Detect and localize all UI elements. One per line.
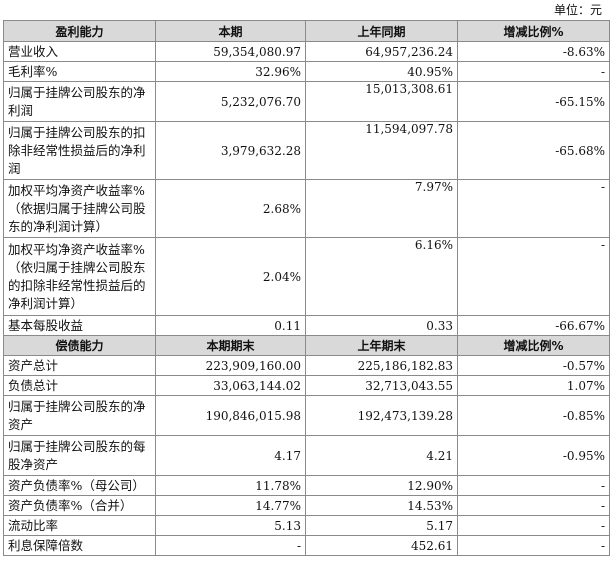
financial-indicators-table: 盈利能力 本期 上年同期 增减比例% 营业收入 59,354,080.97 64… (3, 20, 610, 556)
row-label: 归属于挂牌公司股东的净利润 (3, 81, 156, 122)
prior-value: 0.33 (305, 315, 458, 336)
unit-label: 单位：元 (553, 3, 602, 17)
prior-value: 40.95% (305, 61, 458, 82)
header-change-pct: 增减比例% (457, 335, 610, 356)
profitability-header-row: 盈利能力 本期 上年同期 增减比例% (3, 20, 610, 42)
current-value: 14.77% (155, 495, 306, 516)
table-row: 基本每股收益 0.11 0.33 -66.67% (3, 315, 610, 336)
change-value: - (457, 535, 610, 556)
table-row: 资产负债率%（母公司） 11.78% 12.90% - (3, 475, 610, 496)
current-value: 32.96% (155, 61, 306, 82)
row-label: 营业收入 (3, 41, 156, 62)
change-value: -8.63% (457, 41, 610, 62)
row-label: 归属于挂牌公司股东的扣除非经常性损益后的净利润 (3, 121, 156, 180)
header-profitability: 盈利能力 (3, 20, 156, 42)
header-prior-year-end: 上年期末 (305, 335, 458, 356)
table-row: 负债总计 33,063,144.02 32,713,043.55 1.07% (3, 375, 610, 396)
prior-value: 32,713,043.55 (305, 375, 458, 396)
change-value: - (457, 61, 610, 82)
current-value: 0.11 (155, 315, 306, 336)
table-row: 资产总计 223,909,160.00 225,186,182.83 -0.57… (3, 355, 610, 376)
change-value: - (457, 515, 610, 536)
change-value: 1.07% (457, 375, 610, 396)
change-value: -0.95% (457, 435, 610, 476)
current-value: 4.17 (155, 435, 306, 476)
prior-value: 15,013,308.61 (305, 81, 458, 122)
prior-value: 192,473,139.28 (305, 395, 458, 436)
table-row: 归属于挂牌公司股东的扣除非经常性损益后的净利润 3,979,632.28 11,… (3, 121, 610, 180)
table-row: 资产负债率%（合并） 14.77% 14.53% - (3, 495, 610, 516)
table-row: 加权平均净资产收益率%（依据归属于挂牌公司股东的净利润计算） 2.68% 7.9… (3, 179, 610, 238)
table-row: 毛利率% 32.96% 40.95% - (3, 61, 610, 82)
row-label: 加权平均净资产收益率%（依据归属于挂牌公司股东的净利润计算） (3, 179, 156, 238)
change-value: -0.57% (457, 355, 610, 376)
change-value: - (457, 475, 610, 496)
prior-value: 225,186,182.83 (305, 355, 458, 376)
header-current-period: 本期 (155, 20, 306, 42)
current-value: 59,354,080.97 (155, 41, 306, 62)
change-value: -66.67% (457, 315, 610, 336)
current-value: 11.78% (155, 475, 306, 496)
table-row: 营业收入 59,354,080.97 64,957,236.24 -8.63% (3, 41, 610, 62)
prior-value: 12.90% (305, 475, 458, 496)
row-label: 基本每股收益 (3, 315, 156, 336)
current-value: 3,979,632.28 (155, 121, 306, 180)
current-value: 2.04% (155, 237, 306, 316)
header-current-period-end: 本期期末 (155, 335, 306, 356)
table-row: 流动比率 5.13 5.17 - (3, 515, 610, 536)
table-row: 利息保障倍数 - 452.61 - (3, 535, 610, 556)
current-value: - (155, 535, 306, 556)
current-value: 2.68% (155, 179, 306, 238)
row-label: 资产负债率%（合并） (3, 495, 156, 516)
row-label: 毛利率% (3, 61, 156, 82)
header-prior-period: 上年同期 (305, 20, 458, 42)
solvency-header-row: 偿债能力 本期期末 上年期末 增减比例% (3, 335, 610, 356)
row-label: 负债总计 (3, 375, 156, 396)
row-label: 流动比率 (3, 515, 156, 536)
prior-value: 14.53% (305, 495, 458, 516)
prior-value: 7.97% (305, 179, 458, 238)
current-value: 33,063,144.02 (155, 375, 306, 396)
change-value: -65.68% (457, 121, 610, 180)
change-value: - (457, 495, 610, 516)
prior-value: 5.17 (305, 515, 458, 536)
table-row: 归属于挂牌公司股东的净利润 5,232,076.70 15,013,308.61… (3, 81, 610, 122)
row-label: 加权平均净资产收益率%（依归属于挂牌公司股东的扣除非经常性损益后的净利润计算） (3, 237, 156, 316)
current-value: 5.13 (155, 515, 306, 536)
header-change-pct: 增减比例% (457, 20, 610, 42)
current-value: 223,909,160.00 (155, 355, 306, 376)
change-value: - (457, 179, 610, 238)
row-label: 归属于挂牌公司股东的净资产 (3, 395, 156, 436)
current-value: 5,232,076.70 (155, 81, 306, 122)
row-label: 资产总计 (3, 355, 156, 376)
row-label: 归属于挂牌公司股东的每股净资产 (3, 435, 156, 476)
table-row: 归属于挂牌公司股东的净资产 190,846,015.98 192,473,139… (3, 395, 610, 436)
prior-value: 4.21 (305, 435, 458, 476)
prior-value: 64,957,236.24 (305, 41, 458, 62)
row-label: 利息保障倍数 (3, 535, 156, 556)
prior-value: 6.16% (305, 237, 458, 316)
table-row: 归属于挂牌公司股东的每股净资产 4.17 4.21 -0.95% (3, 435, 610, 476)
change-value: - (457, 237, 610, 316)
change-value: -0.85% (457, 395, 610, 436)
current-value: 190,846,015.98 (155, 395, 306, 436)
change-value: -65.15% (457, 81, 610, 122)
header-solvency: 偿债能力 (3, 335, 156, 356)
row-label: 资产负债率%（母公司） (3, 475, 156, 496)
table-row: 加权平均净资产收益率%（依归属于挂牌公司股东的扣除非经常性损益后的净利润计算） … (3, 237, 610, 316)
prior-value: 11,594,097.78 (305, 121, 458, 180)
prior-value: 452.61 (305, 535, 458, 556)
